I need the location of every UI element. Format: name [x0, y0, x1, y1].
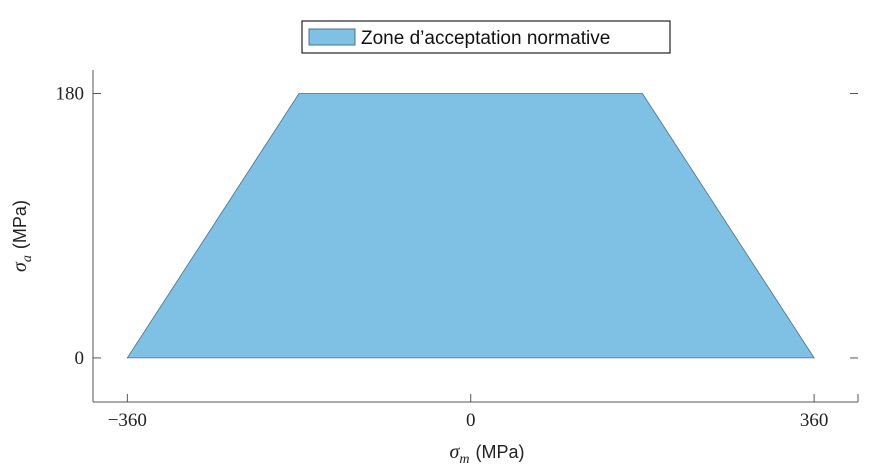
- x-tick-label: −360: [108, 410, 147, 431]
- y-tick-label: 180: [56, 84, 85, 105]
- plot-area: [126, 93, 815, 359]
- x-tick-label: 360: [800, 410, 829, 431]
- y-axis-label: σa(MPa): [9, 200, 35, 272]
- acceptance-zone-area: [126, 93, 815, 359]
- y-tick-label: 0: [75, 348, 85, 369]
- x-axis-label: σm (MPa): [450, 441, 525, 466]
- legend-label: Zone d’acceptation normative: [361, 28, 610, 49]
- axes: [92, 70, 859, 403]
- ticks: −360 0 360 0 180: [56, 84, 858, 431]
- x-tick-label: 0: [466, 410, 476, 431]
- legend-swatch: [308, 28, 356, 46]
- legend: Zone d’acceptation normative: [301, 20, 671, 54]
- legend-box: [301, 20, 671, 54]
